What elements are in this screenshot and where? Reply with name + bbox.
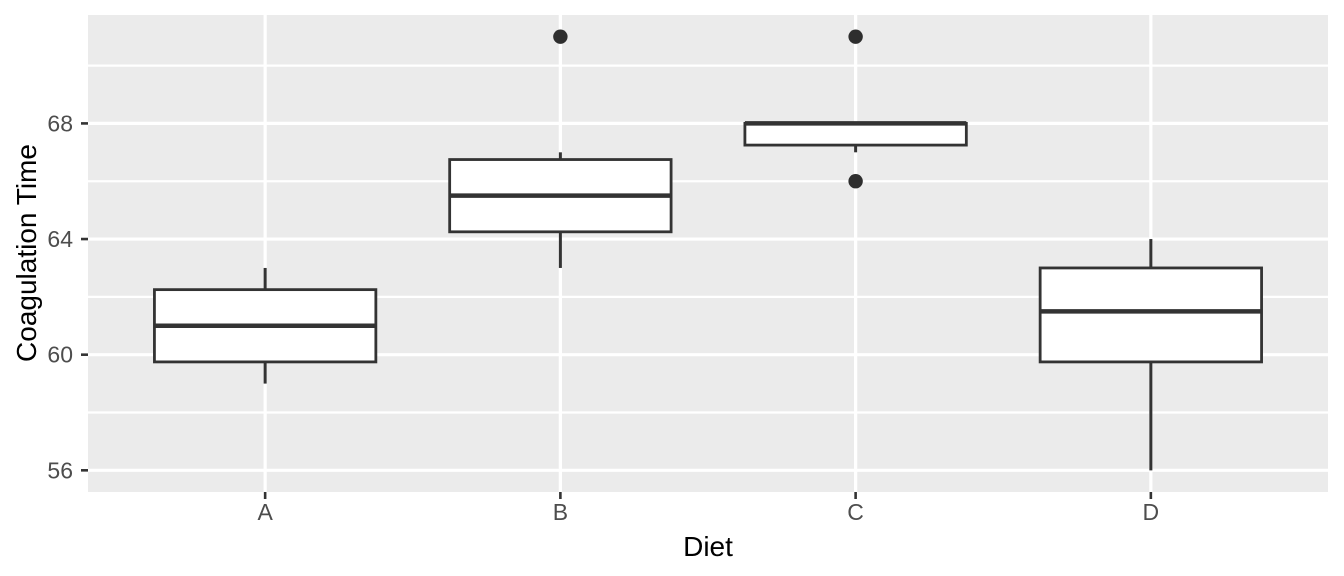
y-tick-label-64: 64	[47, 226, 73, 252]
x-tick-label-C: C	[847, 499, 864, 525]
box-iqr-C	[743, 122, 968, 147]
boxplot-B	[448, 29, 673, 268]
x-tick-label-A: A	[257, 499, 273, 525]
y-tick-label-60: 60	[47, 342, 73, 368]
x-axis-title: Diet	[683, 531, 733, 562]
boxplot-A	[153, 267, 378, 384]
box-iqr-D	[1038, 266, 1263, 364]
y-tick-label-56: 56	[47, 457, 73, 483]
x-tick-label-B: B	[553, 499, 568, 525]
outlier-point-C-66	[848, 174, 863, 189]
outlier-point-C-71	[848, 29, 863, 44]
y-tick-label-68: 68	[47, 110, 73, 136]
x-tick-label-D: D	[1143, 499, 1160, 525]
boxplot-D	[1038, 239, 1263, 471]
y-axis-title: Coagulation Time	[11, 144, 42, 362]
boxplot-C	[743, 29, 968, 189]
outlier-point-B-71	[553, 29, 568, 44]
